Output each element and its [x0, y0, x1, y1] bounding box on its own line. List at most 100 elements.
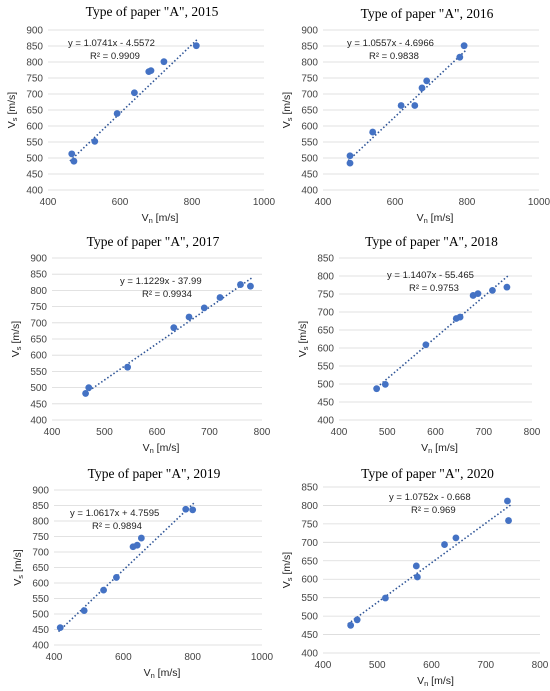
y-axis-label-main: V	[6, 121, 18, 128]
data-point	[82, 390, 89, 397]
scatter-chart-2017: Type of paper "A", 2017 400 450 500 550 600 65…	[10, 234, 271, 455]
y-tick-label: 650	[301, 556, 318, 567]
data-point	[200, 304, 208, 312]
trendline	[57, 501, 195, 633]
x-tick-label: 500	[379, 427, 396, 438]
y-axis-label-main: V	[297, 350, 309, 357]
data-point	[474, 290, 482, 298]
x-axis-label-main: V	[143, 442, 150, 454]
data-point	[418, 84, 426, 92]
trendline-equation: y = 1.0741x - 4.5572	[68, 38, 155, 49]
x-axis-label-unit: [m/s]	[153, 212, 179, 224]
data-point	[185, 313, 193, 321]
chart-title: Type of paper "A", 2016	[361, 6, 494, 21]
y-axis-label-unit: [m/s]	[281, 92, 293, 118]
data-point	[505, 517, 512, 524]
data-point	[133, 541, 141, 549]
y-tick-label: 750	[317, 290, 334, 301]
chart-title: Type of paper "A", 2018	[365, 234, 498, 249]
y-axis-label-main: V	[10, 350, 22, 357]
x-tick-label: 1000	[528, 197, 550, 208]
x-axis-label: Vn [m/s]	[417, 212, 454, 225]
y-axis-label-subscript: s	[285, 117, 294, 121]
data-point	[160, 58, 168, 66]
y-tick-label: 700	[301, 538, 318, 549]
scatter-chart-2015: Type of paper "A", 2015 400 450 500 550 600 65…	[6, 4, 275, 225]
data-point	[346, 152, 354, 160]
data-point	[124, 363, 131, 371]
chart-title: Type of paper "A", 2019	[88, 466, 221, 481]
x-axis-label-unit: [m/s]	[432, 442, 458, 454]
data-point	[503, 283, 511, 291]
data-point	[113, 574, 120, 581]
trendline-r-squared: R² = 0.9838	[369, 51, 419, 62]
scatter-chart-2018: Type of paper "A", 2018 400 450 500 550 600 65…	[297, 234, 541, 455]
trendline	[347, 503, 512, 625]
chart-panel-2015: Type of paper "A", 2015 400 450 500 550 600 65…	[0, 0, 275, 230]
x-tick-label: 600	[112, 197, 129, 208]
y-tick-label: 600	[317, 344, 334, 355]
x-tick-label: 600	[149, 427, 166, 438]
data-point	[56, 624, 64, 632]
data-point	[192, 42, 200, 50]
y-tick-label: 800	[32, 517, 49, 528]
y-axis-label-unit: [m/s]	[6, 92, 18, 118]
x-axis-label: Vn [m/s]	[142, 212, 179, 225]
data-point	[412, 562, 420, 570]
y-tick-label: 400	[30, 416, 47, 427]
data-point	[182, 505, 190, 513]
x-axis-label-main: V	[421, 442, 428, 454]
chart-panel-2016: Type of paper "A", 2016 400 450 500 550 600 65…	[275, 0, 550, 230]
y-tick-label: 500	[301, 612, 318, 623]
y-tick-label: 850	[30, 270, 47, 281]
chart-panel-2020: Type of paper "A", 2020 400 450 500 550 600 65…	[275, 460, 550, 690]
data-point	[347, 621, 355, 629]
data-point	[397, 102, 405, 109]
x-tick-label: 500	[369, 660, 386, 671]
y-axis-label-subscript: s	[14, 346, 23, 350]
trendline-equation: y = 1.0752x - 0.668	[389, 492, 471, 503]
data-point	[70, 157, 78, 165]
y-tick-label: 750	[30, 302, 47, 313]
x-axis-label-main: V	[144, 667, 151, 679]
y-tick-label: 850	[26, 42, 43, 53]
y-tick-label: 400	[301, 186, 318, 197]
data-point	[113, 110, 121, 117]
data-point	[441, 541, 448, 548]
y-tick-label: 850	[301, 483, 318, 494]
y-tick-label: 900	[32, 486, 49, 497]
x-tick-label: 400	[331, 427, 348, 438]
x-axis-label-main: V	[417, 675, 424, 687]
x-axis-label-subscript: n	[424, 216, 428, 225]
y-tick-label: 700	[317, 308, 334, 319]
y-tick-label: 550	[301, 138, 318, 149]
data-point	[373, 385, 381, 393]
y-tick-label: 550	[30, 367, 47, 378]
x-tick-label: 800	[524, 427, 541, 438]
x-tick-label: 800	[254, 427, 271, 438]
y-tick-label: 850	[32, 501, 49, 512]
x-tick-label: 600	[427, 427, 444, 438]
x-axis-label-main: V	[417, 212, 424, 224]
x-tick-label: 800	[459, 197, 476, 208]
trendline-equation: y = 1.1407x - 55.465	[387, 270, 474, 281]
y-tick-label: 600	[32, 579, 49, 590]
x-tick-label: 700	[477, 660, 494, 671]
x-tick-label: 500	[96, 427, 113, 438]
data-point	[91, 137, 99, 145]
data-point	[456, 53, 464, 61]
y-axis-label: Vs [m/s]	[12, 549, 25, 586]
data-point	[423, 77, 431, 85]
data-point	[413, 573, 421, 581]
x-axis-label: Vn [m/s]	[421, 442, 458, 455]
trendline	[82, 276, 254, 396]
data-point	[353, 616, 361, 624]
y-tick-label: 450	[301, 170, 318, 181]
y-tick-label: 500	[317, 380, 334, 391]
data-point	[137, 534, 145, 542]
y-tick-label: 650	[317, 326, 334, 337]
x-tick-label: 400	[44, 427, 61, 438]
trendline-equation: y = 1.0557x - 4.6966	[347, 38, 434, 49]
y-axis-label: Vs [m/s]	[6, 92, 19, 129]
x-axis-label-subscript: n	[424, 679, 428, 688]
